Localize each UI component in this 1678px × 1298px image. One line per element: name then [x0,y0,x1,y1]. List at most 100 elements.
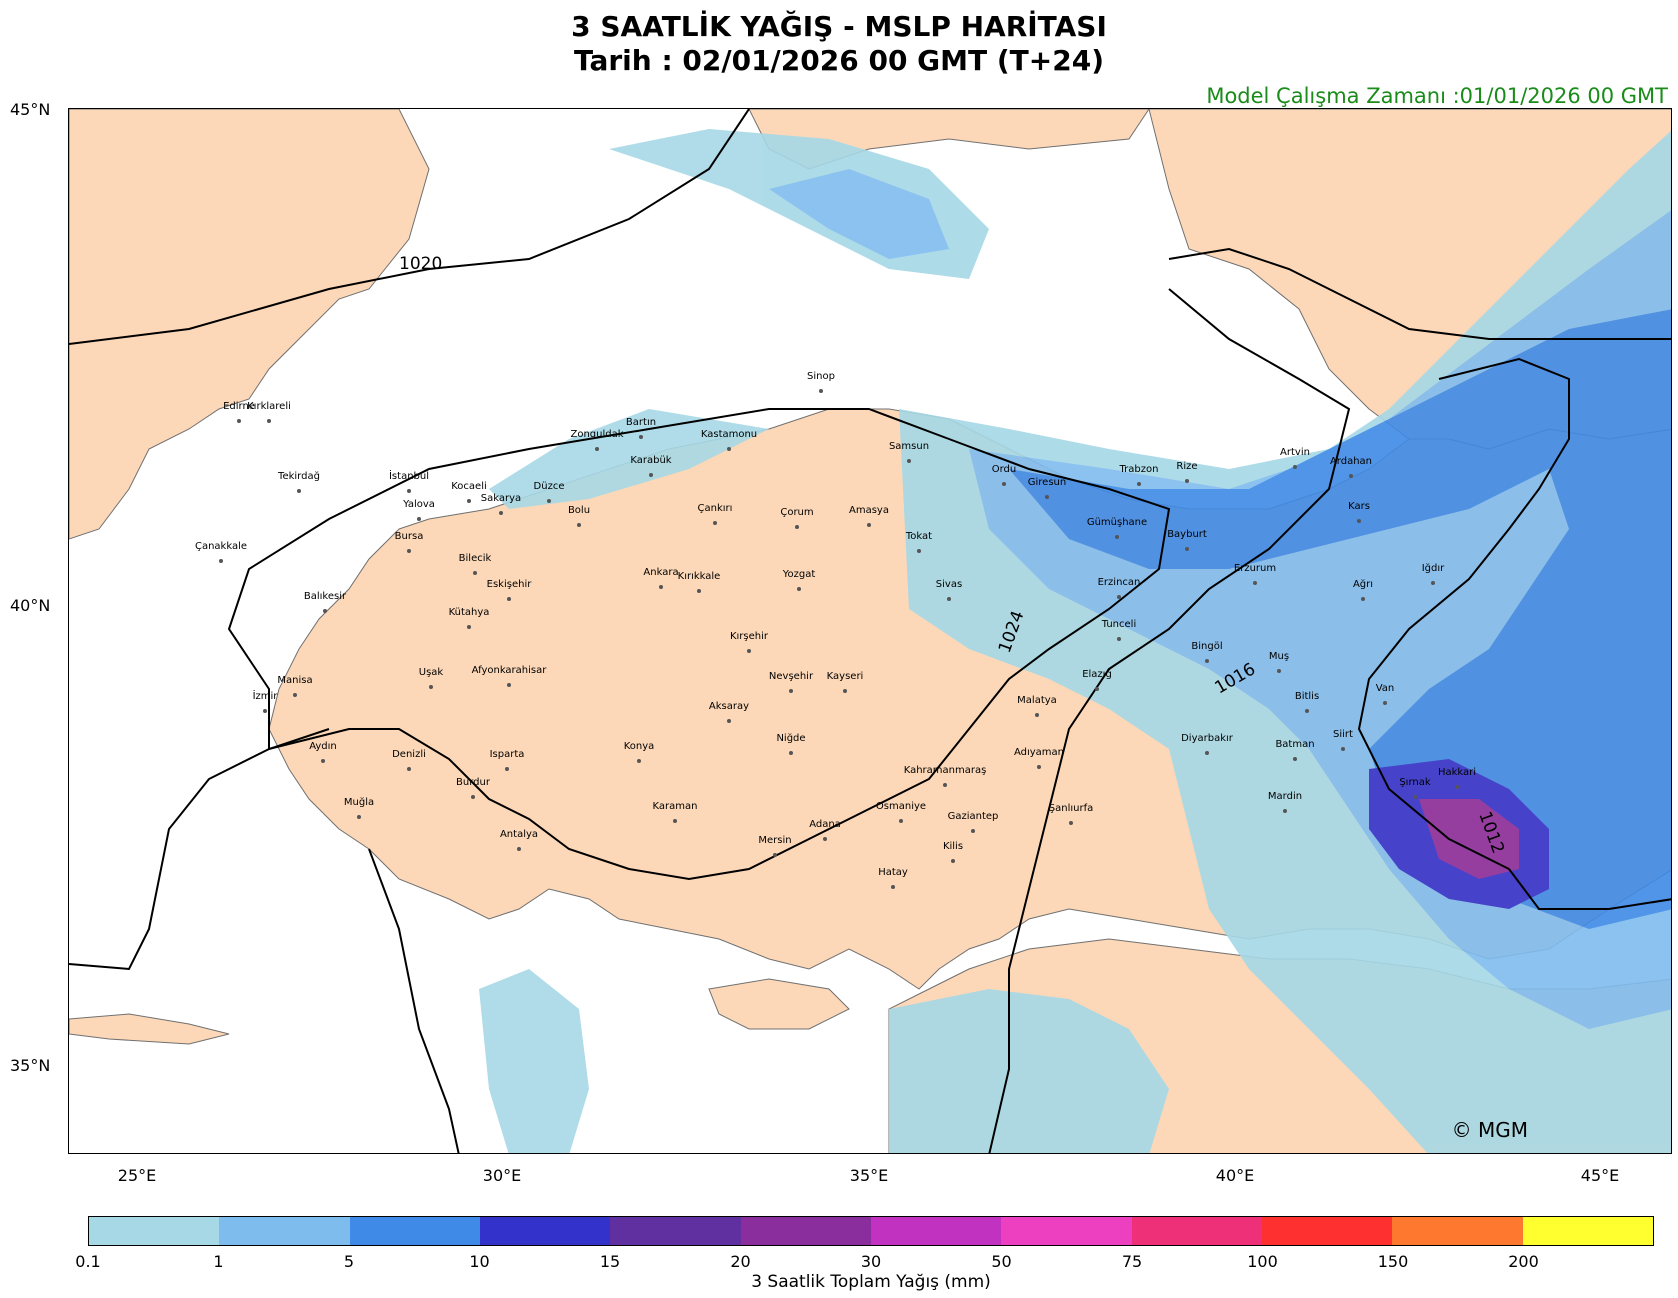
city-label: Sivas [936,579,962,590]
city-label: Bayburt [1167,529,1207,540]
city-marker [795,525,799,529]
city-marker [321,759,325,763]
city-marker [1185,479,1189,483]
land-balkans [69,109,430,540]
precip-cyprus-south [479,969,589,1153]
city-marker [1045,495,1049,499]
city-marker [1069,821,1073,825]
city-label: Kütahya [449,607,490,618]
city-marker [1431,581,1435,585]
colorbar-segment [479,1217,611,1245]
precip-blacksea-west [489,409,769,509]
city-label: Gümüşhane [1087,517,1147,528]
city-marker [1205,659,1209,663]
city-label: Kilis [943,841,963,852]
city-label: Bitlis [1295,691,1319,702]
city-label: Balıkesir [304,591,347,602]
map-subtitle-date: Tarih : 02/01/2026 00 GMT (T+24) [573,44,1104,77]
city-label: Gaziantep [948,811,999,822]
city-marker [797,587,801,591]
isobar-layer [69,109,1671,1153]
city-label: Bolu [568,505,590,516]
city-marker [943,783,947,787]
city-marker [517,847,521,851]
city-label: Hatay [878,867,908,878]
lat-label-40: 40°N [10,596,51,615]
city-label: Yozgat [782,569,816,580]
city-marker [547,499,551,503]
city-label: Nevşehir [769,671,814,682]
city-marker [467,499,471,503]
city-label: Mardin [1268,791,1302,802]
city-marker [429,685,433,689]
city-marker [357,815,361,819]
city-marker [1361,597,1365,601]
city-label: Kırşehir [730,631,769,642]
precip-east-strong [1009,309,1671,929]
city-marker [1253,581,1257,585]
city-marker [407,767,411,771]
colorbar-tick-label: 5 [343,1252,355,1271]
city-marker [789,689,793,693]
colorbar-label: 3 Saatlik Toplam Yağış (mm) [751,1272,991,1292]
city-label: Niğde [776,732,805,744]
city-marker [1095,687,1099,691]
city-marker [507,597,511,601]
colorbar-tick-label: 100 [1247,1252,1278,1271]
city-marker [267,419,271,423]
precip-layer [479,129,1671,1153]
city-marker [649,473,653,477]
city-marker [867,523,871,527]
city-label: Batman [1275,739,1314,750]
city-label: Eskişehir [487,579,533,590]
city-marker [1283,809,1287,813]
city-marker [1341,747,1345,751]
city-marker [713,521,717,525]
lon-label-40: 40°E [1215,1166,1255,1185]
city-marker [1357,519,1361,523]
city-marker [1277,669,1281,673]
lon-label-30: 30°E [482,1166,522,1185]
city-marker [1383,701,1387,705]
map-canvas: 1020 1024 1016 1012 EdirneKırklareliTeki… [69,109,1671,1153]
city-marker [947,597,951,601]
colorbar-tick-label: 30 [860,1252,882,1271]
city-marker [773,853,777,857]
city-marker [727,447,731,451]
city-label: Düzce [534,481,565,492]
city-marker [697,589,701,593]
colorbar-segment [870,1217,1002,1245]
city-label: Yalova [402,499,435,510]
city-marker [891,885,895,889]
city-label: Erzurum [1234,563,1276,574]
colorbar-segment [1392,1217,1523,1245]
city-marker [1455,785,1459,789]
city-marker [1002,482,1006,486]
map-area: 1020 1024 1016 1012 Edirne Kırklareli Teki… [68,108,1672,1154]
city-marker [727,719,731,723]
city-label: Siirt [1333,729,1353,740]
city-label: Elazığ [1082,668,1112,680]
city-label: Uşak [419,667,444,678]
city-marker [263,709,267,713]
city-marker [467,625,471,629]
city-marker [1035,713,1039,717]
city-marker [899,819,903,823]
isobar-1020-ne [1168,247,1671,340]
city-label: Bartın [626,417,656,428]
city-marker [293,693,297,697]
colorbar-tick-label: 0.1 [75,1252,101,1271]
isobar-1024-south [368,848,460,1153]
colorbar-segment [1001,1217,1132,1245]
precip-blacksea-north-2 [769,169,949,259]
city-label: Manisa [277,675,312,686]
city-label: Mersin [758,835,791,846]
city-label: Adana [809,819,841,830]
city-label: Antalya [500,829,538,840]
model-run-time: Model Çalışma Zamanı :01/01/2026 00 GMT [1206,84,1668,108]
city-label: Zonguldak [570,429,623,440]
colorbar [88,1216,1654,1246]
city-label: Çorum [780,507,813,518]
city-label: Iğdır [1422,562,1445,574]
city-label: Diyarbakır [1181,733,1234,744]
